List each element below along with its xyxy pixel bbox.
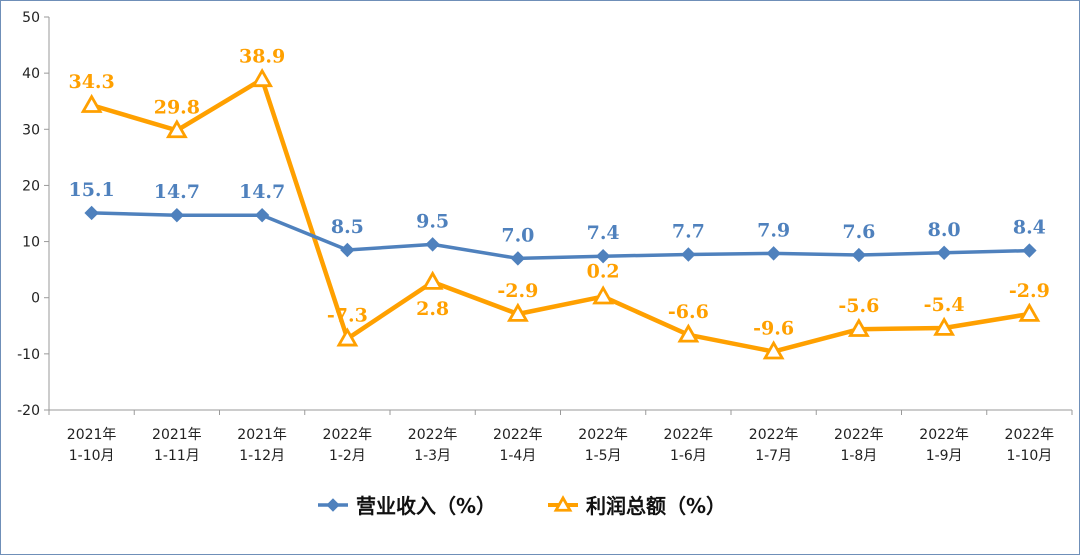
revenue-data-label: 8.0 [928, 219, 961, 241]
profit-data-label: 34.3 [68, 71, 114, 93]
revenue-point [84, 205, 99, 221]
x-tick-label-year: 2022年 [1005, 427, 1055, 443]
x-tick-label-year: 2022年 [493, 427, 543, 443]
revenue-point [1022, 243, 1037, 258]
revenue-data-label: 7.9 [757, 219, 790, 241]
profit-data-label: -9.6 [753, 318, 794, 340]
x-tick-label-period: 1-11月 [154, 448, 200, 464]
x-tick-label-year: 2022年 [834, 427, 884, 443]
x-tick-label-year: 2022年 [919, 427, 969, 443]
legend-marker-revenue [326, 498, 340, 512]
revenue-data-label: 7.0 [501, 224, 534, 246]
y-axis-ticks: 50 40 30 20 10 0 -10 -20 [17, 10, 49, 419]
revenue-data-label: 14.7 [239, 181, 285, 203]
legend-label-profit: 利润总额（%） [586, 494, 726, 518]
y-tick-label: -20 [17, 403, 40, 419]
profit-data-label: -5.6 [838, 295, 879, 317]
legend-marker-profit [553, 495, 573, 512]
revenue-data-label: 8.4 [1013, 217, 1046, 239]
profit-point [506, 302, 529, 322]
series-line-revenue [91, 211, 1030, 261]
x-tick-label-year: 2022年 [664, 427, 714, 443]
revenue-point [681, 247, 696, 262]
profit-data-label: -7.3 [327, 305, 368, 327]
x-tick-label-year: 2022年 [578, 427, 628, 443]
revenue-point [425, 237, 440, 252]
x-tick-label-year: 2022年 [408, 427, 458, 443]
revenue-data-label: 7.7 [672, 220, 705, 242]
data-labels: 15.1 14.7 14.7 8.5 9.5 7.0 7.4 7.7 7.9 7.6 8.0 8.4 3… [68, 45, 1049, 339]
profit-data-label: -2.9 [1009, 280, 1050, 302]
profit-data-label: 38.9 [239, 45, 285, 67]
x-tick-label-period: 1-5月 [585, 448, 622, 464]
y-tick-label: 10 [22, 235, 40, 251]
profit-point [421, 270, 444, 290]
x-tick-label-year: 2022年 [749, 427, 799, 443]
x-tick-label-period: 1-4月 [499, 448, 536, 464]
y-tick-label: 50 [22, 10, 40, 26]
profit-data-label: -2.9 [497, 280, 538, 302]
profit-point [592, 285, 615, 305]
profit-data-label: 2.8 [416, 298, 449, 320]
revenue-point [510, 251, 526, 266]
profit-data-label: -5.4 [924, 294, 965, 316]
x-tick-label-period: 1-9月 [926, 448, 963, 464]
revenue-point [851, 247, 867, 263]
y-tick-label: 0 [31, 291, 40, 307]
x-tick-label-period: 1-10月 [69, 448, 115, 464]
legend: 营业收入（%） 利润总额（%） [318, 494, 726, 518]
x-tick-label-period: 1-7月 [755, 448, 792, 464]
profit-point [933, 316, 956, 336]
revenue-data-label: 7.4 [587, 222, 620, 244]
profit-data-label: 0.2 [587, 261, 620, 283]
profit-point [251, 67, 274, 88]
x-tick-label-period: 1-12月 [239, 448, 285, 464]
x-tick-label-year: 2021年 [67, 427, 117, 443]
profit-point [677, 323, 700, 343]
profit-point [336, 327, 359, 347]
x-tick-label-year: 2022年 [323, 427, 373, 443]
x-tick-label-period: 1-2月 [329, 448, 366, 464]
revenue-data-label: 15.1 [68, 179, 114, 201]
series-markers [80, 67, 1041, 360]
x-tick-label-period: 1-8月 [840, 448, 877, 464]
revenue-data-label: 7.6 [842, 221, 875, 243]
x-tick-label-period: 1-6月 [670, 448, 707, 464]
x-tick-label-year: 2021年 [152, 427, 202, 443]
y-tick-label: -10 [17, 347, 40, 363]
revenue-point [340, 242, 355, 258]
revenue-point [169, 207, 185, 223]
profit-point [847, 317, 870, 337]
revenue-point [254, 207, 270, 223]
x-tick-label-period: 1-10月 [1006, 448, 1052, 464]
revenue-point [936, 245, 952, 261]
profit-point [1018, 302, 1041, 322]
series-line-profit [90, 77, 1030, 354]
revenue-data-label: 14.7 [154, 181, 200, 203]
profit-point [762, 340, 785, 360]
revenue-point [766, 246, 781, 261]
series-lines [90, 77, 1030, 354]
legend-label-revenue: 营业收入（%） [356, 494, 496, 518]
revenue-point [595, 248, 611, 264]
x-tick-label-period: 1-3月 [414, 448, 451, 464]
x-tick-label-year: 2021年 [237, 427, 287, 443]
profit-data-label: 29.8 [154, 96, 200, 118]
revenue-data-label: 8.5 [331, 216, 364, 238]
y-tick-label: 40 [22, 66, 40, 82]
y-tick-label: 20 [22, 178, 40, 194]
y-tick-label: 30 [22, 122, 40, 138]
profit-point [80, 93, 103, 113]
profit-point [165, 119, 188, 139]
profit-data-label: -6.6 [668, 301, 709, 323]
x-axis-ticks: 2021年 1-10月 2021年 1-11月 2021年 1-12月 2022年 1-2月 2… [48, 410, 1073, 464]
revenue-data-label: 9.5 [416, 210, 449, 232]
